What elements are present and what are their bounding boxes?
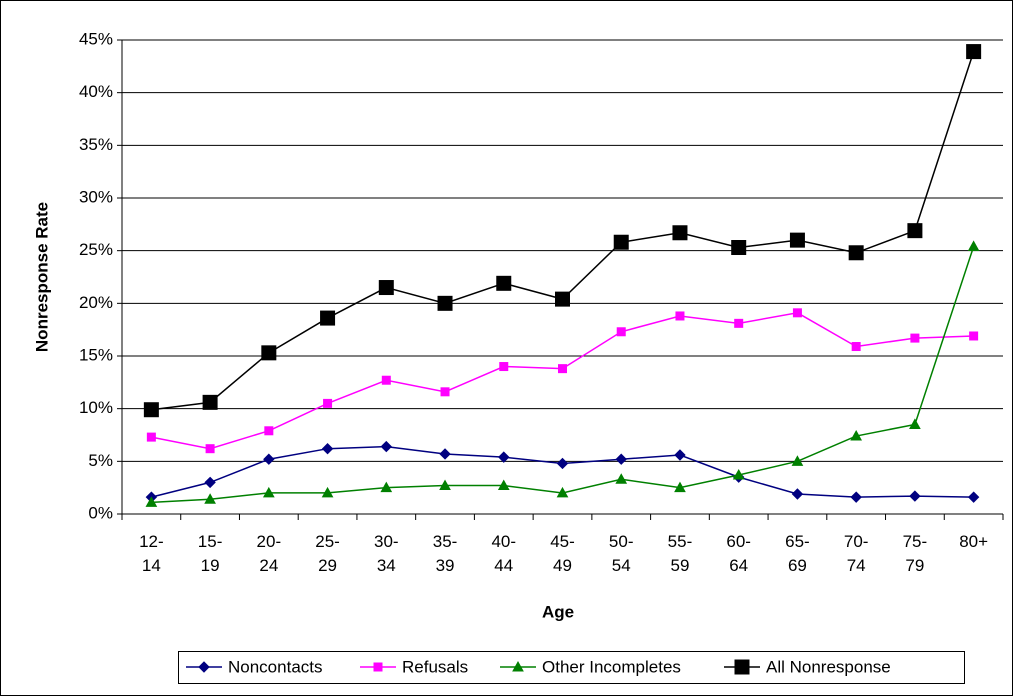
data-point xyxy=(204,476,216,489)
data-point xyxy=(851,342,861,352)
data-point xyxy=(381,375,391,385)
legend-marker xyxy=(373,662,383,672)
data-point xyxy=(907,223,923,239)
x-tick-label: 12-14 xyxy=(139,532,164,575)
data-point xyxy=(672,225,688,241)
data-point xyxy=(616,327,626,337)
data-point xyxy=(615,473,628,484)
data-point xyxy=(558,364,567,374)
data-point xyxy=(615,453,627,465)
data-point xyxy=(261,345,277,361)
data-point xyxy=(734,318,744,328)
data-point xyxy=(967,240,980,251)
data-point xyxy=(556,486,569,498)
x-tick-label: 75-79 xyxy=(902,532,928,575)
data-point xyxy=(439,479,451,491)
y-tick-label: 0% xyxy=(88,503,113,522)
data-point xyxy=(674,481,686,493)
data-point xyxy=(497,479,510,491)
y-tick-label: 40% xyxy=(79,82,113,101)
legend-marker xyxy=(198,661,210,673)
data-point xyxy=(145,496,158,507)
data-point xyxy=(850,491,862,503)
legend-label: Noncontacts xyxy=(228,657,323,676)
data-point xyxy=(792,308,802,318)
legend-label: All Nonresponse xyxy=(766,657,891,676)
data-point xyxy=(205,444,215,454)
legend-label: Refusals xyxy=(402,657,468,676)
data-point xyxy=(321,486,334,498)
data-point xyxy=(555,291,570,307)
data-point xyxy=(320,310,336,326)
x-tick-label: 30-34 xyxy=(374,532,399,575)
x-tick-label: 50-54 xyxy=(608,532,634,575)
data-point xyxy=(969,331,979,341)
data-point xyxy=(262,486,275,498)
legend-marker xyxy=(734,659,750,675)
data-point xyxy=(909,490,921,502)
x-tick-label: 35-39 xyxy=(432,532,458,575)
legend-marker xyxy=(512,660,524,672)
data-point xyxy=(204,493,216,504)
data-point xyxy=(263,453,275,465)
data-point xyxy=(909,418,921,429)
data-point xyxy=(850,430,863,441)
data-point xyxy=(146,432,156,442)
data-point xyxy=(791,455,804,466)
x-tick-label: 65-69 xyxy=(785,532,810,575)
data-point xyxy=(264,426,274,436)
y-tick-label: 15% xyxy=(79,345,113,364)
data-point xyxy=(674,449,686,461)
y-tick-label: 10% xyxy=(79,398,113,417)
data-point xyxy=(440,387,450,397)
data-point xyxy=(613,234,629,250)
y-axis-title: Nonresponse Rate xyxy=(32,202,51,352)
y-tick-label: 5% xyxy=(88,451,113,470)
data-point xyxy=(848,245,864,261)
data-point xyxy=(499,362,509,372)
x-tick-label: 25-29 xyxy=(315,532,340,575)
data-point xyxy=(496,275,512,291)
data-point xyxy=(967,491,980,503)
y-tick-label: 30% xyxy=(79,187,113,206)
data-point xyxy=(380,440,393,453)
x-tick-label: 60-64 xyxy=(726,532,751,575)
data-point xyxy=(143,402,159,418)
data-point xyxy=(437,295,453,311)
data-point xyxy=(202,394,218,410)
data-point xyxy=(910,333,920,343)
data-point xyxy=(323,398,333,408)
legend-label: Other Incompletes xyxy=(542,657,681,676)
x-axis-title: Age xyxy=(542,602,574,621)
x-tick-label: 45-49 xyxy=(550,532,575,575)
data-point xyxy=(732,468,745,480)
data-point xyxy=(378,280,394,296)
data-point xyxy=(556,457,569,470)
x-tick-label: 20-24 xyxy=(256,532,282,575)
x-tick-label: 70-74 xyxy=(843,532,869,575)
data-point xyxy=(380,481,393,493)
data-point xyxy=(439,448,451,460)
data-point xyxy=(966,44,982,60)
x-tick-label: 55-59 xyxy=(667,532,693,575)
y-tick-label: 25% xyxy=(79,240,113,259)
data-point xyxy=(791,488,804,500)
data-point xyxy=(321,442,334,455)
y-tick-label: 45% xyxy=(79,29,113,48)
data-point xyxy=(498,451,510,463)
y-tick-label: 20% xyxy=(79,293,113,312)
y-tick-label: 35% xyxy=(79,135,113,154)
legend-box xyxy=(178,651,965,684)
data-point xyxy=(789,232,805,248)
x-tick-label: 80+ xyxy=(959,532,989,551)
data-point xyxy=(731,240,747,256)
data-point xyxy=(675,311,685,321)
x-tick-label: 15-19 xyxy=(197,532,223,575)
x-tick-label: 40-44 xyxy=(491,532,517,575)
